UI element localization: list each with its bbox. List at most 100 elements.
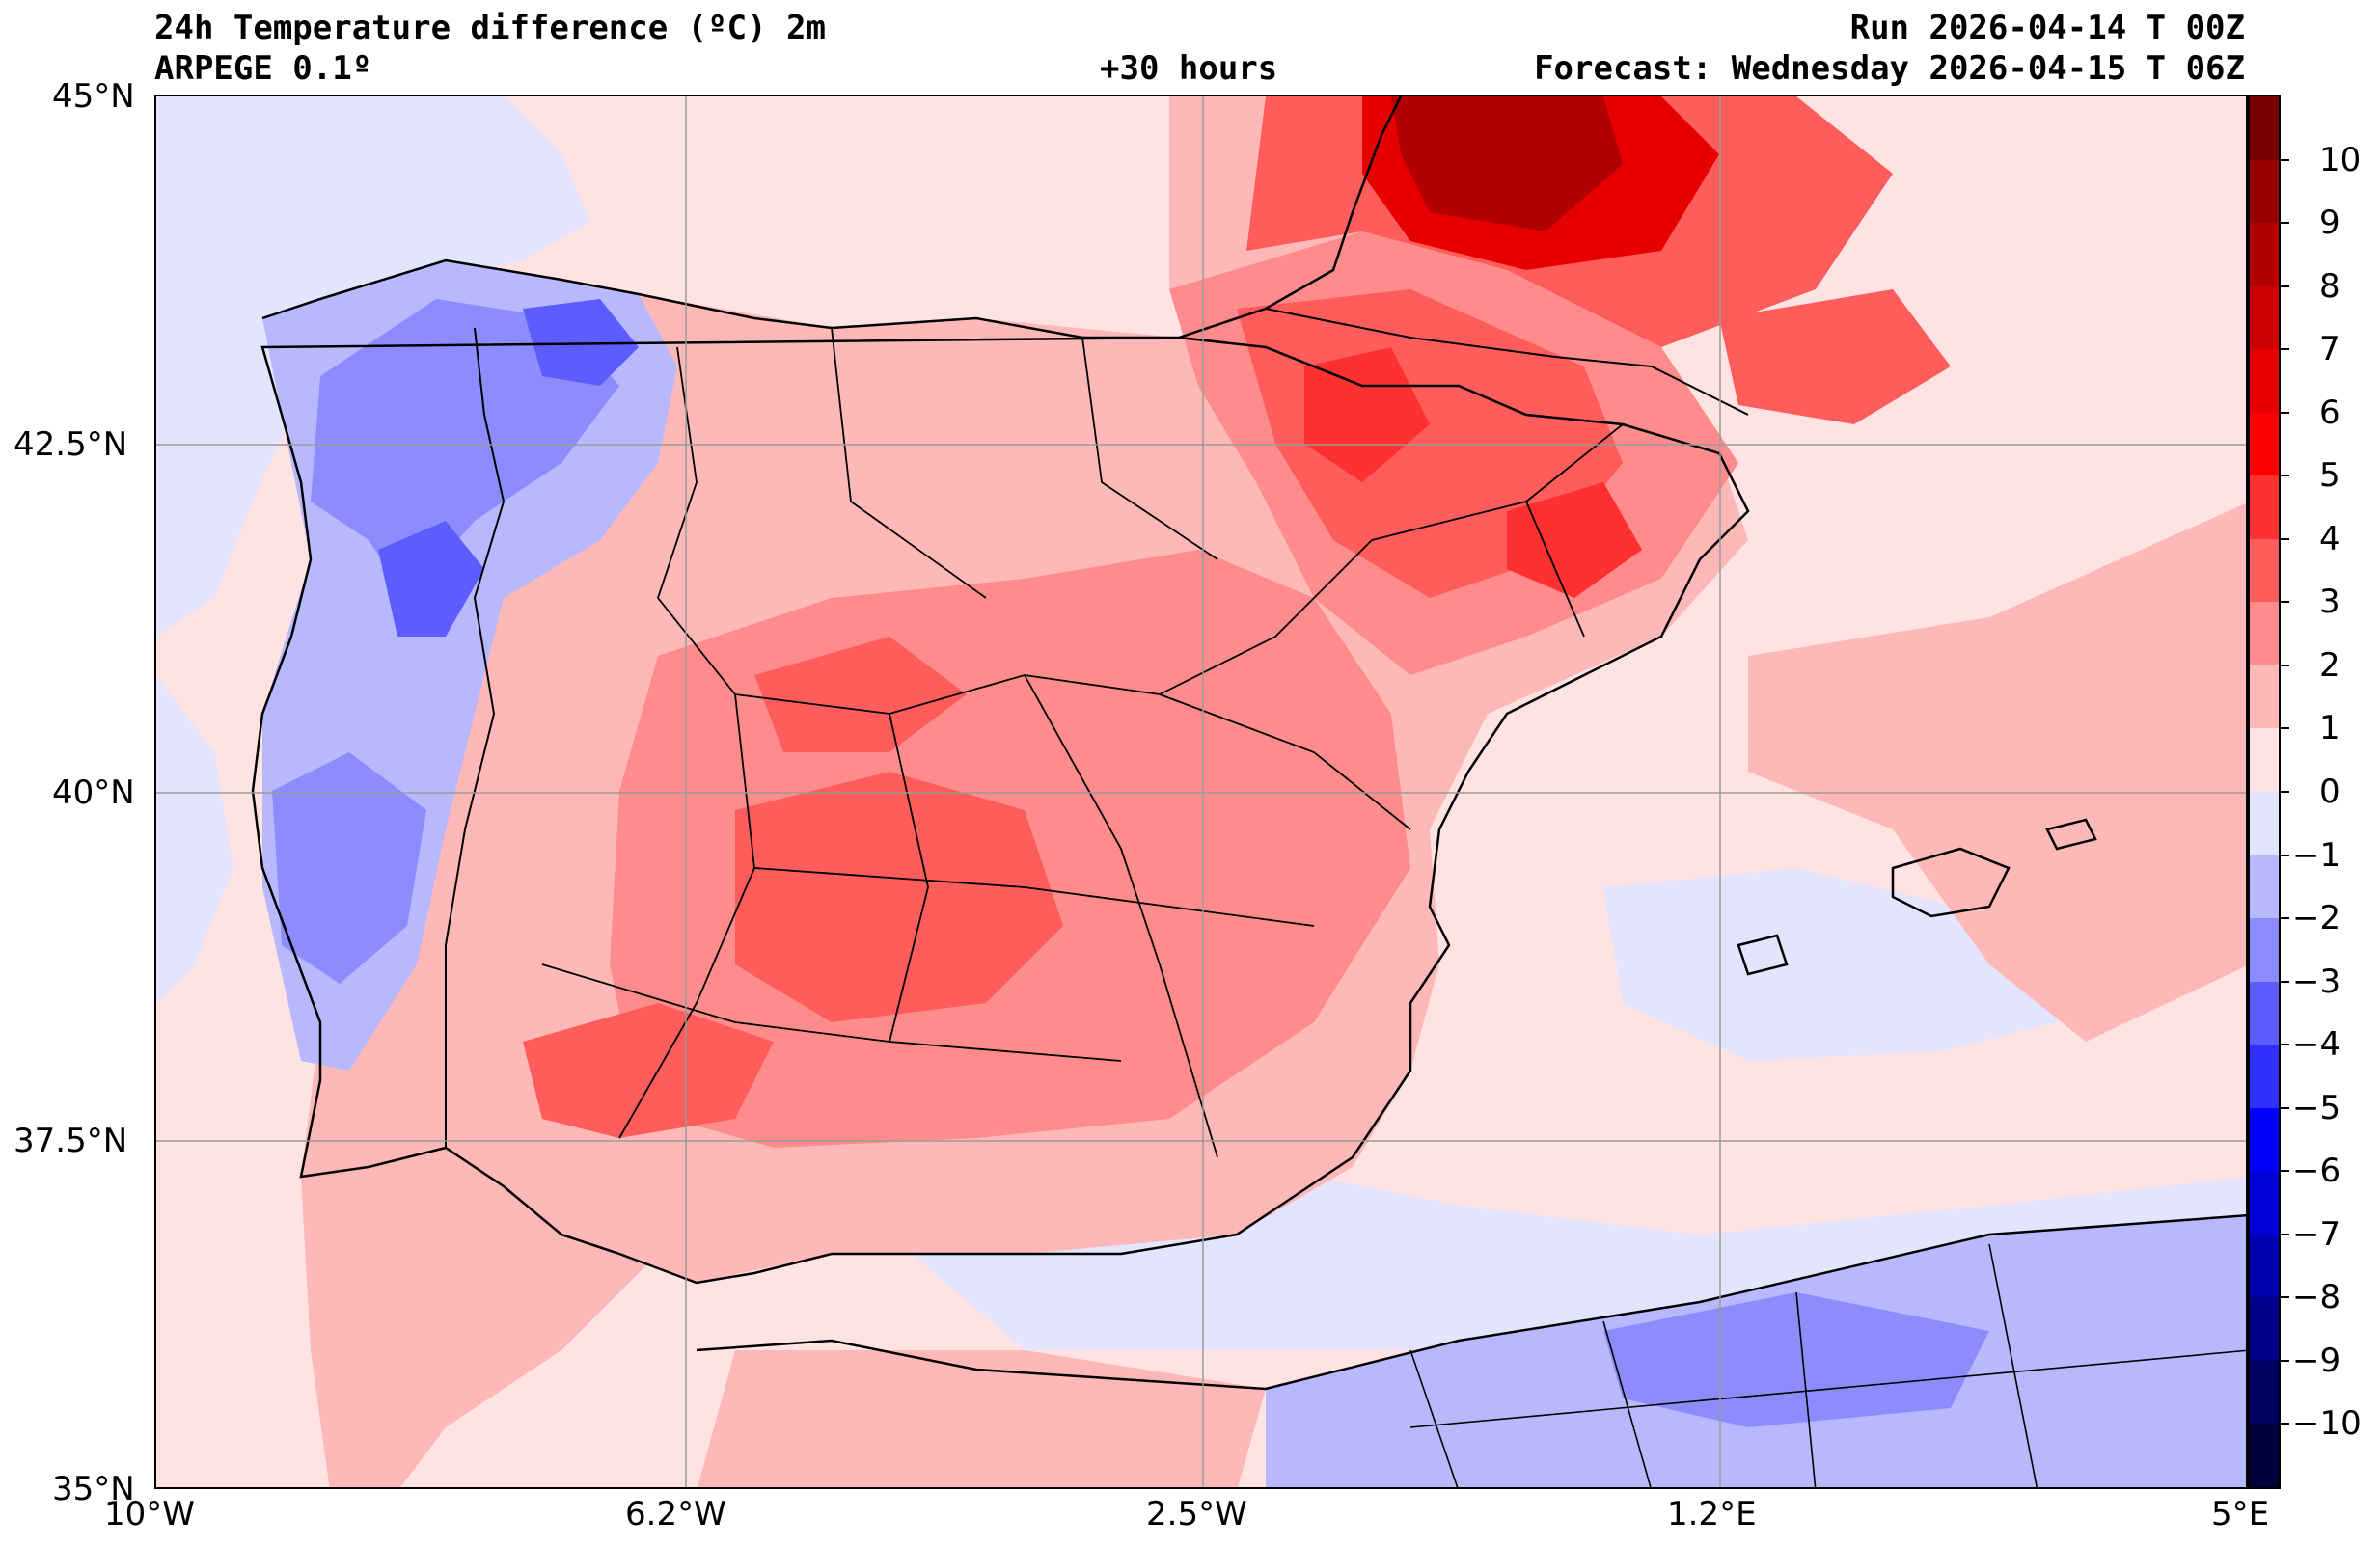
colorbar-swatch bbox=[2250, 1045, 2279, 1109]
colorbar-tick bbox=[2281, 475, 2289, 477]
colorbar-tick-label: −6 bbox=[2292, 1152, 2341, 1191]
colorbar-swatch bbox=[2250, 792, 2279, 856]
colorbar-swatch bbox=[2250, 475, 2279, 540]
graticule bbox=[156, 96, 2246, 1487]
coastline bbox=[251, 96, 1750, 1285]
andalusia-warm-core bbox=[523, 1003, 774, 1138]
lon-tick-label: 10°W bbox=[104, 1495, 195, 1533]
north-cool-core bbox=[523, 299, 639, 386]
colorbar-swatch bbox=[2250, 855, 2279, 919]
colorbar-tick bbox=[2281, 664, 2289, 666]
north-africa-cool-core bbox=[1603, 1292, 1989, 1427]
colorbar-tick-label: 4 bbox=[2319, 519, 2340, 558]
colorbar-tick bbox=[2281, 601, 2289, 604]
temperature-map[interactable] bbox=[156, 96, 2248, 1489]
ebro-hot-core bbox=[1304, 347, 1430, 482]
lat-tick-label: 40°N bbox=[52, 774, 135, 812]
colorbar-swatch bbox=[2250, 412, 2279, 476]
la-mancha-warm-core bbox=[735, 772, 1063, 1022]
colorbar-tick bbox=[2281, 727, 2289, 730]
colorbar-tick bbox=[2281, 791, 2289, 793]
atlantic-cool-region-west bbox=[156, 675, 233, 1003]
colorbar-tick bbox=[2281, 1044, 2289, 1046]
africa-coast bbox=[696, 1214, 2246, 1391]
france-border bbox=[1265, 308, 1749, 416]
menorca-coast bbox=[2045, 818, 2097, 851]
colorbar-tick bbox=[2281, 1170, 2289, 1173]
colorbar-swatch bbox=[2250, 223, 2279, 287]
lon-tick-label: 6.2°W bbox=[625, 1495, 726, 1533]
colorbar-tick-label: −3 bbox=[2292, 962, 2341, 1001]
colorbar-tick bbox=[2281, 411, 2289, 414]
colorbar-tick bbox=[2281, 1296, 2289, 1299]
portugal-border bbox=[445, 327, 506, 1148]
colorbar-tick-label: 9 bbox=[2319, 204, 2340, 243]
colorbar-swatch bbox=[2250, 918, 2279, 983]
colorbar-tick bbox=[2281, 222, 2289, 225]
colorbar-tick-label: −9 bbox=[2292, 1341, 2341, 1380]
colorbar-swatch bbox=[2250, 1171, 2279, 1235]
lead-time-label: +30 hours bbox=[1100, 49, 1278, 88]
galicia-cool-core bbox=[378, 521, 484, 637]
colorbar-swatch bbox=[2250, 981, 2279, 1045]
balearic-sea-cool-region bbox=[1603, 868, 2134, 1061]
colorbar bbox=[2248, 95, 2281, 1489]
colorbar-tick bbox=[2281, 285, 2289, 287]
colorbar-swatch bbox=[2250, 538, 2279, 603]
colorbar-tick bbox=[2281, 158, 2289, 161]
colorbar-tick-label: 10 bbox=[2319, 140, 2362, 179]
lat-tick-label: 45°N bbox=[52, 77, 135, 116]
colorbar-swatch bbox=[2250, 1107, 2279, 1172]
colorbar-tick-label: −10 bbox=[2292, 1404, 2362, 1444]
colorbar-tick bbox=[2281, 1423, 2289, 1425]
colorbar-tick-label: −1 bbox=[2292, 835, 2341, 875]
colorbar-swatch bbox=[2250, 1360, 2279, 1425]
colorbar-tick-label: −2 bbox=[2292, 899, 2341, 938]
extremadura-warm-core bbox=[754, 637, 967, 752]
ebro-hot-core-east bbox=[1507, 482, 1642, 598]
colorbar-tick-label: 0 bbox=[2319, 773, 2340, 811]
lat-tick-label: 42.5°N bbox=[14, 425, 128, 464]
mallorca-coast bbox=[1891, 847, 2011, 918]
colorbar-tick bbox=[2281, 1233, 2289, 1235]
colorbar-tick-label: 6 bbox=[2319, 393, 2340, 432]
run-label: Run 2026-04-14 T 00Z bbox=[1849, 9, 2245, 47]
colorbar-tick-label: −5 bbox=[2292, 1088, 2341, 1127]
colorbar-swatch bbox=[2250, 665, 2279, 729]
africa-region-borders bbox=[1409, 1243, 2246, 1487]
colorbar-swatch bbox=[2250, 728, 2279, 793]
colorbar-swatch bbox=[2250, 96, 2279, 161]
forecast-label: Forecast: Wednesday 2026-04-15 T 06Z bbox=[1534, 49, 2245, 88]
colorbar-tick-label: 5 bbox=[2319, 456, 2340, 496]
atlantic-cool-region bbox=[156, 96, 590, 637]
colorbar-tick-label: 1 bbox=[2319, 709, 2340, 748]
colorbar-tick-label: 3 bbox=[2319, 583, 2340, 622]
lon-tick-label: 2.5°W bbox=[1146, 1495, 1247, 1533]
north-africa-warm bbox=[698, 1350, 1266, 1487]
colorbar-tick bbox=[2281, 917, 2289, 920]
lat-tick-label: 37.5°N bbox=[14, 1122, 128, 1160]
colorbar-tick-label: 2 bbox=[2319, 645, 2340, 685]
colorbar-tick bbox=[2281, 1359, 2289, 1362]
colorbar-swatch bbox=[2250, 285, 2279, 350]
model-label: ARPEGE 0.1º bbox=[154, 49, 372, 88]
colorbar-tick bbox=[2281, 980, 2289, 983]
portugal-cool-core bbox=[272, 752, 426, 984]
colorbar-swatch bbox=[2250, 349, 2279, 414]
colorbar-tick-label: −8 bbox=[2292, 1278, 2341, 1317]
colorbar-tick bbox=[2281, 537, 2289, 540]
map-panel[interactable] bbox=[154, 95, 2248, 1489]
colorbar-tick bbox=[2281, 348, 2289, 351]
region-borders bbox=[541, 327, 1624, 1158]
mediterranean-warm-region bbox=[1748, 502, 2246, 1042]
colorbar-swatch bbox=[2250, 1424, 2279, 1488]
colorbar-tick-label: −4 bbox=[2292, 1025, 2341, 1065]
colorbar-tick-label: 7 bbox=[2319, 330, 2340, 369]
colorbar-swatch bbox=[2250, 602, 2279, 666]
colorbar-tick-label: 8 bbox=[2319, 266, 2340, 306]
lon-tick-label: 1.2°E bbox=[1667, 1495, 1757, 1533]
colorbar-swatch bbox=[2250, 159, 2279, 224]
colorbar-swatch bbox=[2250, 1234, 2279, 1298]
catalonia-warm-core bbox=[1719, 289, 1951, 424]
lat-tick-label: 35°N bbox=[52, 1470, 135, 1508]
